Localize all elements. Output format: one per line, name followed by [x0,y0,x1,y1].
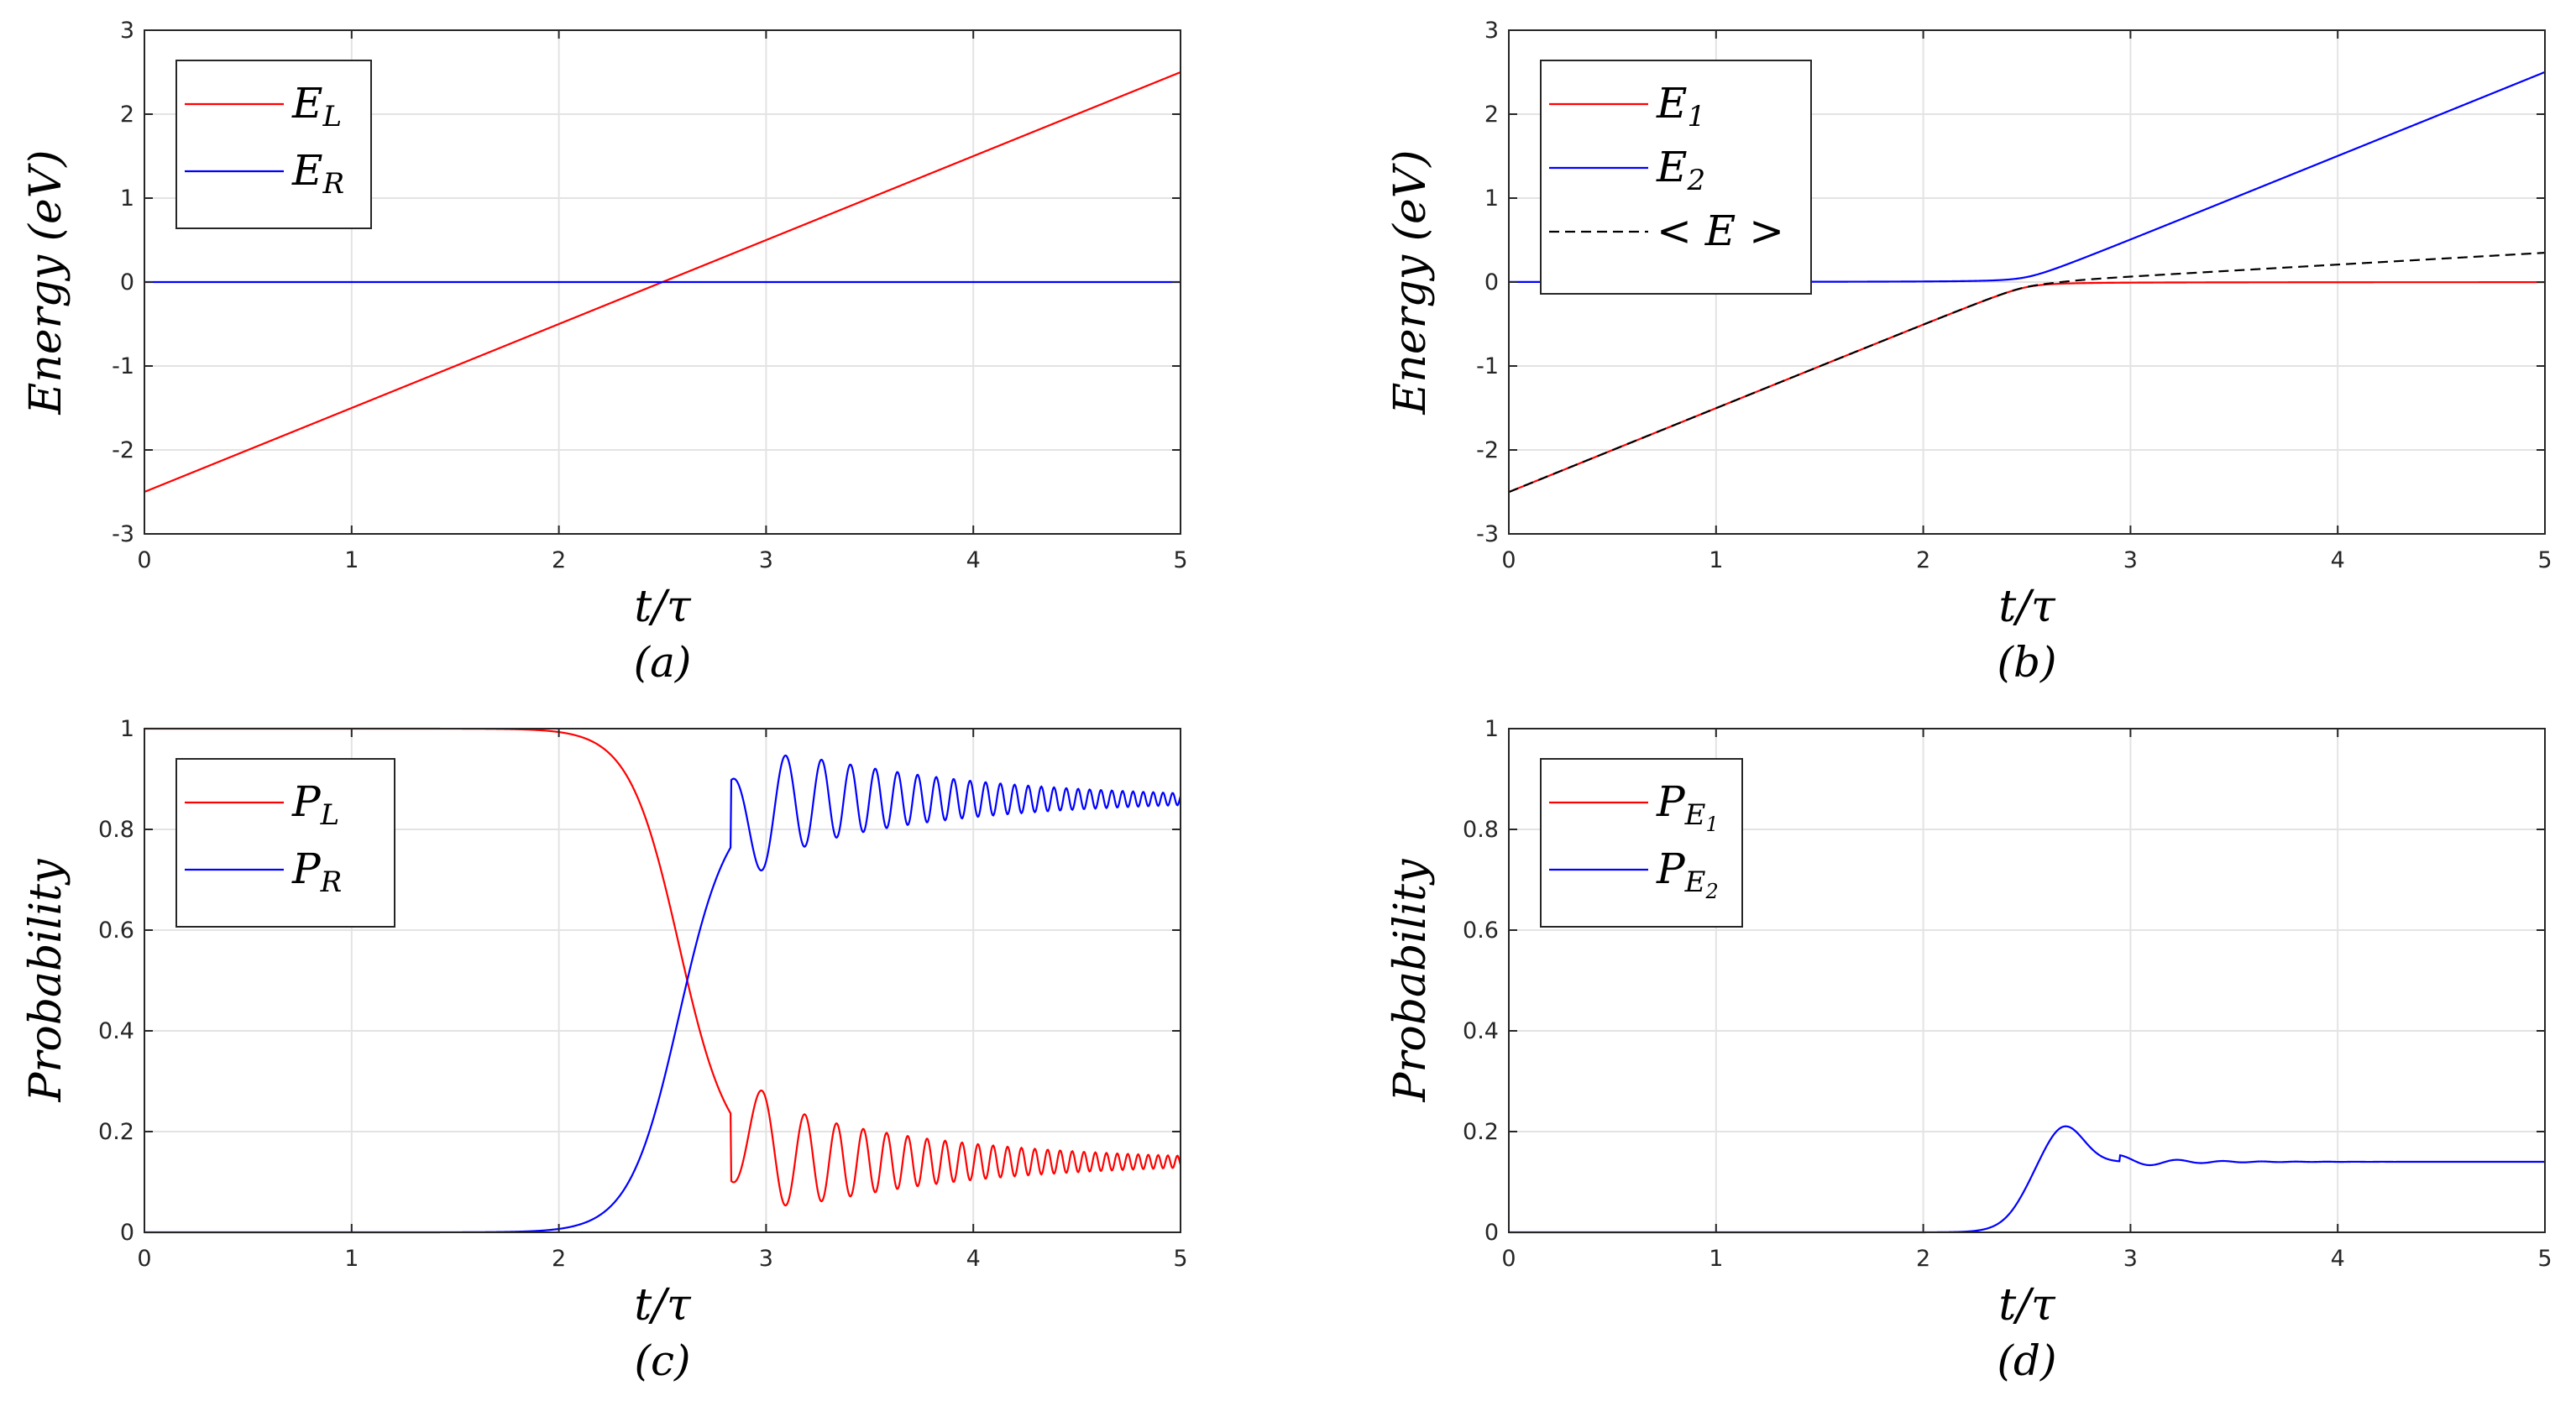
y-axis-label: Energy (eV) [1385,149,1436,415]
y-tick-label: 0.6 [98,918,134,944]
x-tick-label: 4 [2331,1246,2345,1272]
x-tick-label: 1 [344,547,359,573]
y-tick-label: -1 [112,353,134,379]
panel-a: 0 1 2 3 4 5 -3 -2 -1 0 1 2 3 t/τ (a) Energy (eV) EL ER [21,18,1188,687]
y-axis-label: Probability [1385,859,1436,1103]
y-tick-label: 0 [120,1220,134,1246]
legend: PL PR [175,758,395,928]
legend-box [1540,758,1743,928]
x-tick-label: 3 [759,547,773,573]
panel-caption: (c) [634,1336,690,1385]
panel-b: 0 1 2 3 4 5 -3 -2 -1 0 1 2 3 t/τ (b) Energy (eV) E1 E2 < E… [1385,18,2552,687]
axis-frame [1508,728,2546,1233]
legend-label: EL [291,79,342,133]
legend-label: < E > [1657,207,1784,255]
y-tick-label: 2 [120,102,134,128]
x-tick-label: 5 [2537,1246,2552,1272]
x-tick-label: 0 [1501,1246,1516,1272]
y-tick-label: 0.2 [98,1119,134,1145]
y-tick-label: 0 [1484,1220,1499,1246]
x-tick-label: 0 [137,547,151,573]
x-tick-label: 1 [1709,1246,1723,1272]
y-axis-label: Probability [21,859,71,1103]
y-tick-label: 0.4 [1463,1018,1499,1044]
y-tick-label: 3 [1484,18,1499,44]
legend-label: PL [291,777,339,832]
y-tick-label: 2 [1484,102,1499,128]
y-axis-label: Energy (eV) [21,149,71,415]
x-axis-label: t/τ [1998,1280,2055,1331]
x-tick-label: 4 [966,547,981,573]
y-tick-label: 0.2 [1463,1119,1499,1145]
x-tick-label: 2 [552,1246,566,1272]
panel-c: 0 1 2 3 4 500.20.40.60.81t/τ(c)ProbabilityPLP… [21,716,1188,1385]
x-tick-label: 4 [966,1246,981,1272]
legend: EL ER [175,60,372,229]
legend-label: PE2 [1656,844,1719,903]
x-axis-label: t/τ [634,1280,691,1331]
x-tick-label: 1 [344,1246,359,1272]
legend-label: E2 [1656,143,1705,197]
legend-box [175,60,372,229]
legend-label: E1 [1656,79,1705,133]
legend-label: PR [291,844,342,899]
y-tick-label: 0 [1484,269,1499,295]
y-tick-label: 1 [120,186,134,212]
series-line-E1 [1508,281,2545,494]
x-tick-label: 0 [1501,547,1516,573]
x-tick-label: 2 [1916,547,1930,573]
y-tick-label: 0.8 [98,817,134,843]
x-tick-label: 5 [1173,1246,1187,1272]
legend-label: PE1 [1656,777,1719,836]
y-tick-label: 3 [120,18,134,44]
panel-caption: (d) [1997,1336,2056,1385]
x-axis-label: t/τ [634,582,691,632]
legend: E1 E2 < E > [1540,60,1812,295]
panel-caption: (a) [634,638,692,687]
y-tick-label: -3 [1476,521,1499,547]
x-tick-label: 3 [2123,547,2138,573]
y-tick-label: 0 [120,269,134,295]
y-tick-label: 0.6 [1463,918,1499,944]
x-tick-label: 3 [759,1246,773,1272]
legend-label: ER [291,146,344,201]
legend-box [1540,60,1812,295]
y-tick-label: -1 [1476,353,1499,379]
y-tick-label: 1 [1484,716,1499,742]
x-tick-label: 4 [2331,547,2345,573]
panel-caption: (b) [1997,638,2056,687]
x-tick-label: 0 [137,1246,151,1272]
x-tick-label: 5 [2537,547,2552,573]
x-axis-label: t/τ [1998,582,2055,632]
panel-d: 0 1 2 3 4 5 0 0.2 0.4 0.6 0.8 1 t/τ (d) Probability PE1… [1385,716,2552,1385]
legend-box [175,758,395,928]
x-tick-label: 2 [552,547,566,573]
x-tick-label: 2 [1916,1246,1930,1272]
y-tick-label: 0.4 [98,1018,134,1044]
y-tick-label: 1 [120,716,134,742]
y-tick-label: -3 [112,521,134,547]
y-tick-label: 1 [1484,186,1499,212]
x-tick-label: 1 [1709,547,1723,573]
y-tick-label: -2 [1476,437,1499,463]
y-tick-label: -2 [112,437,134,463]
axis-frame [144,728,1181,1233]
y-tick-label: 0.8 [1463,817,1499,843]
x-tick-label: 3 [2123,1246,2138,1272]
x-tick-label: 5 [1173,547,1187,573]
